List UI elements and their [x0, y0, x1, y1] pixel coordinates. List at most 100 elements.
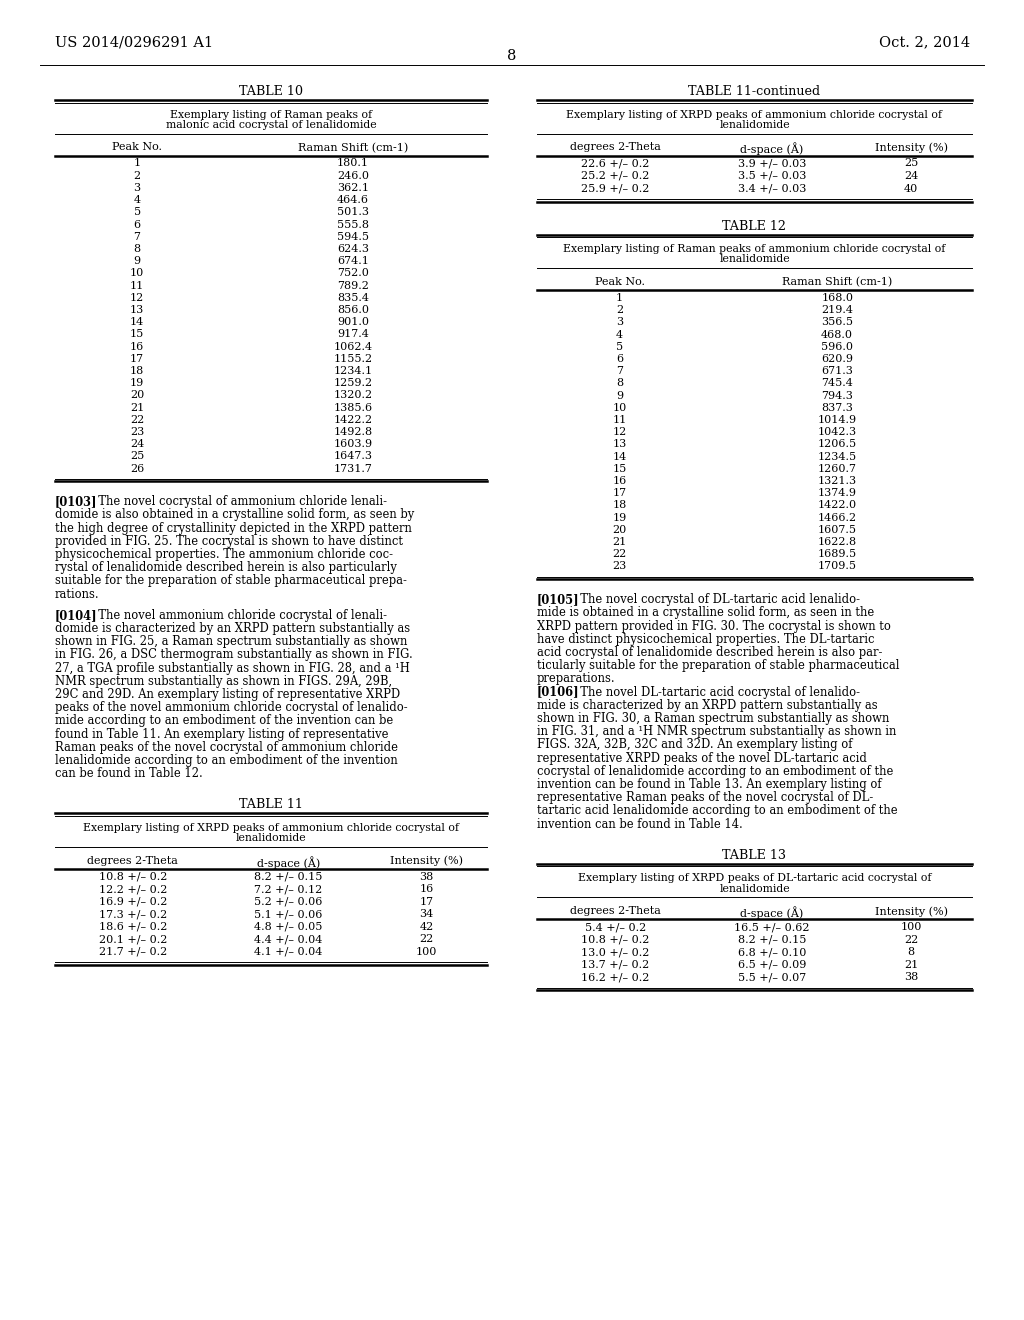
- Text: lenalidomide: lenalidomide: [719, 883, 790, 894]
- Text: 13: 13: [612, 440, 627, 449]
- Text: lenalidomide: lenalidomide: [719, 120, 790, 129]
- Text: 624.3: 624.3: [337, 244, 369, 253]
- Text: 555.8: 555.8: [337, 219, 369, 230]
- Text: 19: 19: [130, 378, 144, 388]
- Text: 22: 22: [904, 935, 919, 945]
- Text: 9: 9: [616, 391, 624, 400]
- Text: Raman peaks of the novel cocrystal of ammonium chloride: Raman peaks of the novel cocrystal of am…: [55, 741, 398, 754]
- Text: 22: 22: [420, 935, 433, 944]
- Text: 1422.2: 1422.2: [334, 414, 373, 425]
- Text: 22.6 +/– 0.2: 22.6 +/– 0.2: [581, 158, 649, 169]
- Text: 3.5 +/– 0.03: 3.5 +/– 0.03: [737, 172, 806, 181]
- Text: 22: 22: [130, 414, 144, 425]
- Text: invention can be found in Table 14.: invention can be found in Table 14.: [537, 817, 742, 830]
- Text: TABLE 11: TABLE 11: [239, 799, 303, 812]
- Text: 837.3: 837.3: [821, 403, 853, 413]
- Text: 1374.9: 1374.9: [817, 488, 857, 498]
- Text: in FIG. 26, a DSC thermogram substantially as shown in FIG.: in FIG. 26, a DSC thermogram substantial…: [55, 648, 413, 661]
- Text: 501.3: 501.3: [337, 207, 369, 218]
- Text: 1206.5: 1206.5: [817, 440, 857, 449]
- Text: 468.0: 468.0: [821, 330, 853, 339]
- Text: 20: 20: [130, 391, 144, 400]
- Text: lenalidomide according to an embodiment of the invention: lenalidomide according to an embodiment …: [55, 754, 397, 767]
- Text: 752.0: 752.0: [337, 268, 369, 279]
- Text: 29C and 29D. An exemplary listing of representative XRPD: 29C and 29D. An exemplary listing of rep…: [55, 688, 400, 701]
- Text: 22: 22: [612, 549, 627, 560]
- Text: 6.8 +/– 0.10: 6.8 +/– 0.10: [737, 948, 806, 957]
- Text: 5: 5: [133, 207, 140, 218]
- Text: 24: 24: [904, 172, 919, 181]
- Text: Exemplary listing of Raman peaks of ammonium chloride cocrystal of: Exemplary listing of Raman peaks of ammo…: [563, 244, 946, 253]
- Text: 1647.3: 1647.3: [334, 451, 373, 461]
- Text: 16.9 +/– 0.2: 16.9 +/– 0.2: [98, 896, 167, 907]
- Text: Raman Shift (cm-1): Raman Shift (cm-1): [782, 277, 892, 288]
- Text: 13.7 +/– 0.2: 13.7 +/– 0.2: [582, 960, 649, 970]
- Text: 6: 6: [133, 219, 140, 230]
- Text: 10: 10: [130, 268, 144, 279]
- Text: 671.3: 671.3: [821, 366, 853, 376]
- Text: Raman Shift (cm-1): Raman Shift (cm-1): [298, 143, 409, 153]
- Text: Peak No.: Peak No.: [112, 143, 162, 153]
- Text: 8.2 +/– 0.15: 8.2 +/– 0.15: [737, 935, 806, 945]
- Text: domide is also obtained in a crystalline solid form, as seen by: domide is also obtained in a crystalline…: [55, 508, 415, 521]
- Text: 100: 100: [900, 923, 922, 932]
- Text: 1689.5: 1689.5: [817, 549, 857, 560]
- Text: 620.9: 620.9: [821, 354, 853, 364]
- Text: The novel DL-tartaric acid cocrystal of lenalido-: The novel DL-tartaric acid cocrystal of …: [573, 685, 860, 698]
- Text: The novel cocrystal of ammonium chloride lenali-: The novel cocrystal of ammonium chloride…: [91, 495, 387, 508]
- Text: 1042.3: 1042.3: [817, 428, 857, 437]
- Text: XRPD pattern provided in FIG. 30. The cocrystal is shown to: XRPD pattern provided in FIG. 30. The co…: [537, 619, 891, 632]
- Text: 17: 17: [612, 488, 627, 498]
- Text: 1492.8: 1492.8: [334, 426, 373, 437]
- Text: 10.8 +/– 0.2: 10.8 +/– 0.2: [98, 873, 167, 882]
- Text: 1234.5: 1234.5: [817, 451, 857, 462]
- Text: 17.3 +/– 0.2: 17.3 +/– 0.2: [98, 909, 167, 920]
- Text: 16: 16: [612, 477, 627, 486]
- Text: 5.2 +/– 0.06: 5.2 +/– 0.06: [254, 896, 323, 907]
- Text: 15: 15: [612, 463, 627, 474]
- Text: 10.8 +/– 0.2: 10.8 +/– 0.2: [581, 935, 649, 945]
- Text: cocrystal of lenalidomide according to an embodiment of the: cocrystal of lenalidomide according to a…: [537, 764, 893, 777]
- Text: 1062.4: 1062.4: [334, 342, 373, 351]
- Text: 3: 3: [616, 317, 624, 327]
- Text: 5.5 +/– 0.07: 5.5 +/– 0.07: [737, 973, 806, 982]
- Text: tartaric acid lenalidomide according to an embodiment of the: tartaric acid lenalidomide according to …: [537, 804, 898, 817]
- Text: 901.0: 901.0: [337, 317, 369, 327]
- Text: 3.9 +/– 0.03: 3.9 +/– 0.03: [737, 158, 806, 169]
- Text: suitable for the preparation of stable pharmaceutical prepa-: suitable for the preparation of stable p…: [55, 574, 407, 587]
- Text: 674.1: 674.1: [337, 256, 369, 267]
- Text: 16: 16: [130, 342, 144, 351]
- Text: 3.4 +/– 0.03: 3.4 +/– 0.03: [737, 183, 806, 194]
- Text: 18.6 +/– 0.2: 18.6 +/– 0.2: [98, 921, 167, 932]
- Text: 180.1: 180.1: [337, 158, 369, 169]
- Text: 25: 25: [904, 158, 919, 169]
- Text: Peak No.: Peak No.: [595, 277, 645, 286]
- Text: physicochemical properties. The ammonium chloride coc-: physicochemical properties. The ammonium…: [55, 548, 393, 561]
- Text: d-space (Å): d-space (Å): [740, 143, 804, 156]
- Text: Intensity (%): Intensity (%): [874, 907, 947, 917]
- Text: 15: 15: [130, 329, 144, 339]
- Text: [0104]: [0104]: [55, 609, 97, 622]
- Text: 21: 21: [612, 537, 627, 546]
- Text: 8.2 +/– 0.15: 8.2 +/– 0.15: [254, 873, 323, 882]
- Text: 12: 12: [130, 293, 144, 302]
- Text: 1466.2: 1466.2: [817, 512, 857, 523]
- Text: FIGS. 32A, 32B, 32C and 32D. An exemplary listing of: FIGS. 32A, 32B, 32C and 32D. An exemplar…: [537, 738, 853, 751]
- Text: 12: 12: [612, 428, 627, 437]
- Text: 5: 5: [616, 342, 624, 352]
- Text: 12.2 +/– 0.2: 12.2 +/– 0.2: [98, 884, 167, 895]
- Text: 27, a TGA profile substantially as shown in FIG. 28, and a ¹H: 27, a TGA profile substantially as shown…: [55, 661, 410, 675]
- Text: 21: 21: [904, 960, 919, 970]
- Text: 856.0: 856.0: [337, 305, 369, 315]
- Text: 6: 6: [616, 354, 624, 364]
- Text: shown in FIG. 25, a Raman spectrum substantially as shown: shown in FIG. 25, a Raman spectrum subst…: [55, 635, 408, 648]
- Text: 21.7 +/– 0.2: 21.7 +/– 0.2: [98, 946, 167, 957]
- Text: lenalidomide: lenalidomide: [719, 255, 790, 264]
- Text: 8: 8: [907, 948, 914, 957]
- Text: 1709.5: 1709.5: [817, 561, 857, 572]
- Text: 1622.8: 1622.8: [817, 537, 857, 546]
- Text: 1155.2: 1155.2: [334, 354, 373, 364]
- Text: rations.: rations.: [55, 587, 99, 601]
- Text: 1234.1: 1234.1: [334, 366, 373, 376]
- Text: Exemplary listing of XRPD peaks of ammonium chloride cocrystal of: Exemplary listing of XRPD peaks of ammon…: [566, 110, 942, 120]
